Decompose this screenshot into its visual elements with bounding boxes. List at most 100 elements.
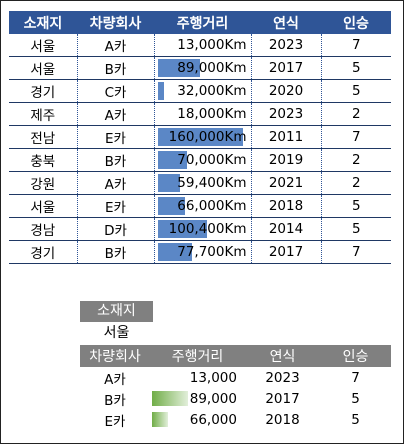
header-year[interactable]: 연식 [251,11,321,34]
cell-region[interactable]: 충북 [9,148,78,172]
cell-seats[interactable]: 7 [321,240,391,264]
cell-seats[interactable]: 5 [321,79,391,103]
cell-mileage[interactable]: 18,000Km [154,102,252,126]
cell-mileage[interactable]: 70,000Km [154,148,252,172]
cell-region[interactable]: 경남 [9,217,78,241]
cell-mileage[interactable]: 160,000Km [154,125,252,149]
cell-year[interactable]: 2019 [251,148,322,172]
mileage-databar [157,174,181,192]
filtered-cell-year[interactable]: 2017 [265,390,300,407]
cell-mileage[interactable]: 89,000Km [154,56,252,80]
filtered-header-year[interactable]: 연식 [245,345,320,367]
table-row: 경남 D카 100,400Km 2014 5 [9,217,391,241]
cell-year[interactable]: 2023 [251,34,322,57]
filtered-table: 차량회사 주행거리 연식 인승 A카 13,000 2023 7 B카 89,000 201… [80,345,391,430]
cell-mileage[interactable]: 100,400Km [154,217,252,241]
cell-company[interactable]: C카 [77,79,155,103]
table-row: 서울 E카 66,000Km 2018 5 [9,194,391,218]
filter-value[interactable]: 서울 [103,325,130,341]
cell-year[interactable]: 2018 [251,194,322,218]
filtered-table-header: 차량회사 주행거리 연식 인승 [80,345,391,367]
filtered-cell-company[interactable]: A카 [104,371,126,388]
header-seats[interactable]: 인승 [321,11,391,34]
filtered-header-company[interactable]: 차량회사 [80,345,150,367]
filtered-cell-seats[interactable]: 5 [351,390,360,407]
filtered-row: A카 13,000 2023 7 [80,367,391,388]
filtered-mileage-value: 89,000 [189,390,237,407]
cell-company[interactable]: B카 [77,240,155,264]
cell-seats[interactable]: 2 [321,171,391,195]
filter-label[interactable]: 소재지 [80,301,153,322]
cell-year[interactable]: 2023 [251,102,322,126]
cell-mileage[interactable]: 77,700Km [154,240,252,264]
filtered-header-seats[interactable]: 인승 [320,345,391,367]
header-mileage[interactable]: 주행거리 [154,11,251,34]
cell-seats[interactable]: 7 [321,125,391,149]
cell-mileage[interactable]: 59,400Km [154,171,252,195]
filtered-header-mileage[interactable]: 주행거리 [150,345,245,367]
cell-region[interactable]: 서울 [9,56,78,80]
cell-seats[interactable]: 5 [321,56,391,80]
table-row: 경기 C카 32,000Km 2020 5 [9,79,391,103]
filtered-cell-company[interactable]: E카 [104,413,126,430]
cell-year[interactable]: 2017 [251,240,322,264]
vehicle-table: 소재지 차량회사 주행거리 연식 인승 서울 A카 13,000Km 2023 7 서울 B… [9,11,391,264]
cell-seats[interactable]: 7 [321,34,391,57]
cell-mileage[interactable]: 66,000Km [154,194,252,218]
cell-seats[interactable]: 5 [321,194,391,218]
cell-region[interactable]: 서울 [9,194,78,218]
table-row: 경기 B카 77,700Km 2017 7 [9,240,391,264]
filtered-cell-year[interactable]: 2018 [265,411,300,428]
mileage-value: 89,000Km [177,60,247,76]
filtered-cell-company[interactable]: B카 [104,392,126,409]
filtered-cell-mileage[interactable]: 13,000 [150,367,245,388]
mileage-databar [157,128,243,146]
cell-year[interactable]: 2020 [251,79,322,103]
mileage-gradient-bar [152,391,188,406]
filtered-cell-year[interactable]: 2023 [265,369,300,386]
cell-region[interactable]: 제주 [9,102,78,126]
cell-region[interactable]: 강원 [9,171,78,195]
mileage-value: 59,400Km [177,175,247,191]
mileage-databar [157,243,192,261]
mileage-gradient-bar [152,412,169,427]
filtered-cell-mileage[interactable]: 66,000 [150,409,245,430]
mileage-value: 77,700Km [177,244,247,260]
cell-company[interactable]: B카 [77,148,155,172]
cell-seats[interactable]: 5 [321,217,391,241]
header-company[interactable]: 차량회사 [77,11,154,34]
filtered-cell-seats[interactable]: 7 [351,369,360,386]
filtered-cell-seats[interactable]: 5 [351,411,360,428]
filtered-cell-mileage[interactable]: 89,000 [150,388,245,409]
cell-company[interactable]: E카 [77,125,155,149]
mileage-value: 66,000Km [177,198,247,214]
cell-seats[interactable]: 2 [321,148,391,172]
cell-company[interactable]: E카 [77,194,155,218]
mileage-value: 13,000Km [177,37,247,53]
cell-year[interactable]: 2014 [251,217,322,241]
cell-year[interactable]: 2017 [251,56,322,80]
cell-company[interactable]: A카 [77,34,155,57]
mileage-value: 100,400Km [168,221,247,237]
filtered-mileage-value: 13,000 [189,369,237,386]
cell-mileage[interactable]: 32,000Km [154,79,252,103]
cell-seats[interactable]: 2 [321,102,391,126]
cell-region[interactable]: 경기 [9,240,78,264]
mileage-value: 70,000Km [177,152,247,168]
cell-region[interactable]: 경기 [9,79,78,103]
cell-year[interactable]: 2011 [251,125,322,149]
cell-company[interactable]: B카 [77,56,155,80]
header-region[interactable]: 소재지 [9,11,77,34]
filtered-row: B카 89,000 2017 5 [80,388,391,409]
cell-region[interactable]: 전남 [9,125,78,149]
table-row: 강원 A카 59,400Km 2021 2 [9,171,391,195]
cell-year[interactable]: 2021 [251,171,322,195]
cell-company[interactable]: A카 [77,171,155,195]
mileage-databar [157,151,188,169]
cell-mileage[interactable]: 13,000Km [154,34,252,57]
mileage-databar [157,197,186,215]
cell-company[interactable]: D카 [77,217,155,241]
table-row: 서울 B카 89,000Km 2017 5 [9,56,391,80]
cell-company[interactable]: A카 [77,102,155,126]
cell-region[interactable]: 서울 [9,34,78,57]
